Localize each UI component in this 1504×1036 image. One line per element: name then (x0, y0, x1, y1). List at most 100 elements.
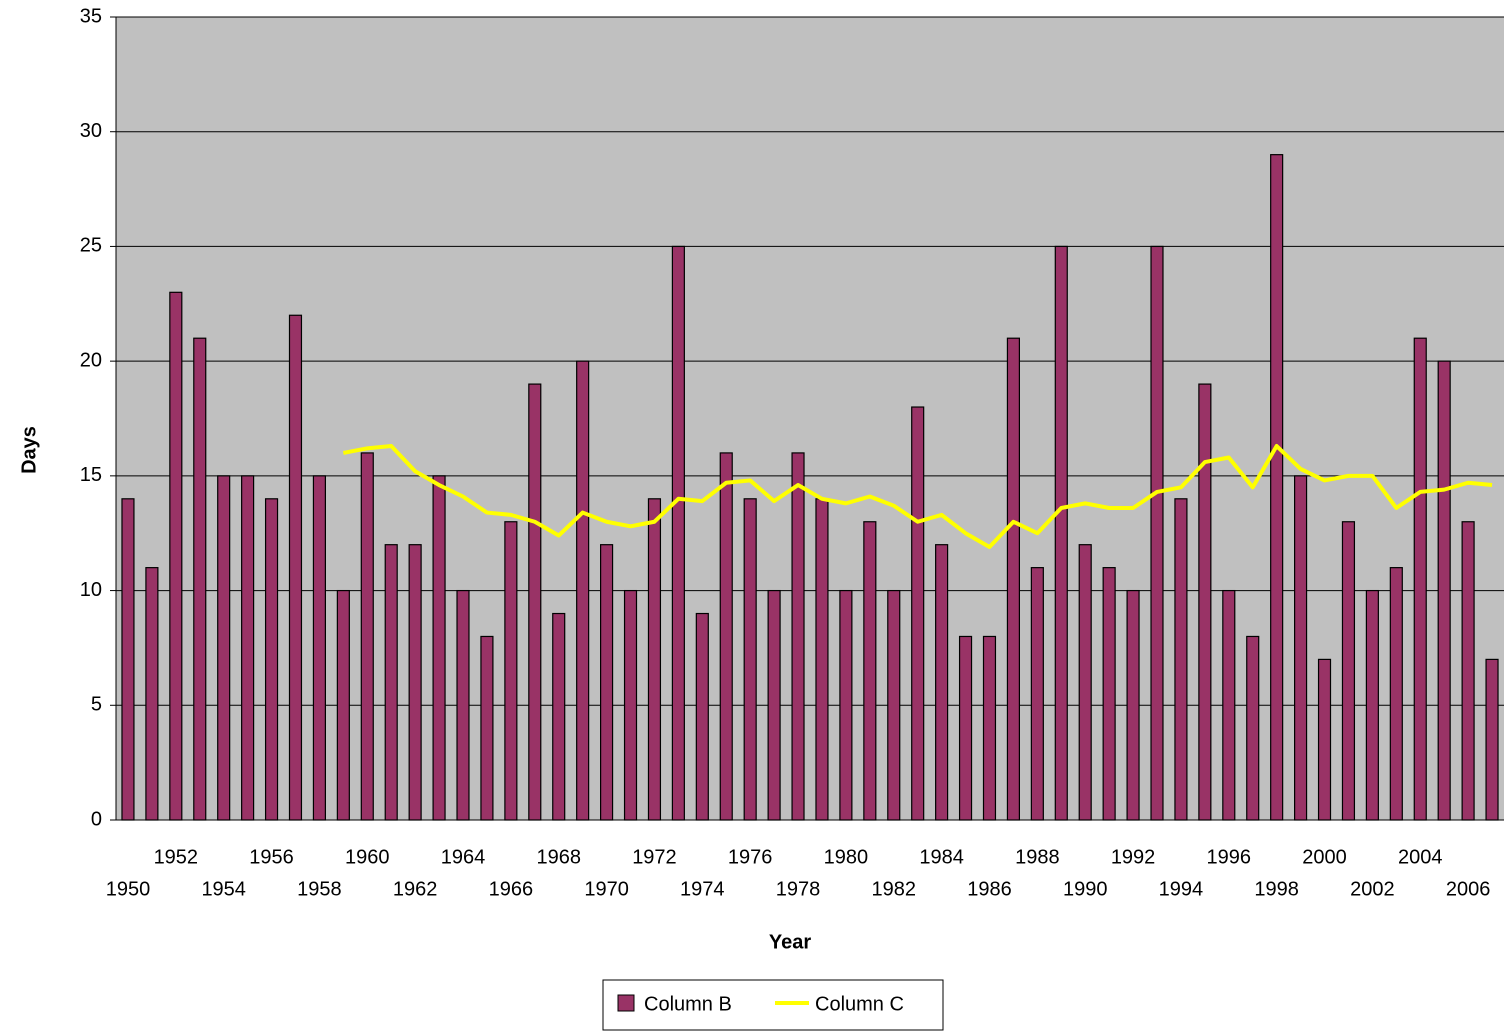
bar (863, 521, 877, 821)
y-tick-label: 0 (91, 808, 102, 830)
bar (1054, 245, 1068, 821)
bar (1413, 337, 1427, 821)
bar (1078, 544, 1092, 821)
x-tick-label: 2006 (1446, 878, 1491, 900)
legend-swatch (617, 994, 635, 1012)
x-tick-label: 1976 (728, 846, 773, 868)
bar (1389, 567, 1403, 821)
bar (600, 544, 614, 821)
legend-label: Column C (815, 993, 904, 1015)
bar (647, 498, 662, 821)
x-tick-label: 2000 (1302, 846, 1347, 868)
x-axis-label: Year (769, 931, 811, 953)
bar (1150, 245, 1164, 821)
bar (504, 521, 518, 821)
bar (1126, 589, 1140, 821)
x-tick-label: 1984 (919, 846, 964, 868)
x-tick-label: 1996 (1207, 846, 1252, 868)
x-tick-label: 1988 (1015, 846, 1060, 868)
bar (623, 589, 638, 821)
bar (1246, 635, 1260, 821)
y-tick-label: 15 (80, 464, 102, 486)
bar (312, 475, 326, 821)
bar (887, 589, 901, 821)
x-tick-label: 2002 (1350, 878, 1395, 900)
bar (1270, 154, 1284, 821)
bar (528, 383, 542, 821)
x-tick-label: 1962 (393, 878, 438, 900)
x-tick-label: 1974 (680, 878, 725, 900)
y-tick-label: 10 (80, 579, 102, 601)
line (342, 444, 1493, 549)
x-tick-label: 1998 (1254, 878, 1299, 900)
bar (1198, 383, 1212, 821)
bar (384, 544, 398, 821)
x-tick-label: 1990 (1063, 878, 1108, 900)
legend-label: Column B (644, 993, 732, 1015)
bar (743, 498, 757, 821)
bar (1174, 498, 1188, 821)
x-tick-label: 1970 (584, 878, 629, 900)
bar (1222, 589, 1236, 821)
x-tick-label: 1952 (154, 846, 199, 868)
bar (719, 452, 733, 821)
y-tick-label: 5 (91, 694, 102, 716)
bar (193, 337, 207, 821)
x-tick-label: 1958 (297, 878, 342, 900)
x-tick-label: 1950 (106, 878, 151, 900)
bar (408, 544, 422, 821)
x-tick-label: 1980 (824, 846, 869, 868)
bar (911, 406, 925, 821)
bar (1317, 658, 1332, 821)
bar (935, 544, 949, 821)
bar (169, 291, 183, 821)
bar (1365, 589, 1379, 821)
bar (1030, 567, 1044, 821)
bar (791, 452, 805, 821)
x-tick-label: 1956 (249, 846, 294, 868)
x-tick-label: 1954 (201, 878, 246, 900)
bar (1437, 360, 1451, 821)
bar (288, 314, 303, 821)
x-tick-label: 1982 (872, 878, 917, 900)
bar (552, 612, 566, 821)
bar (1461, 521, 1475, 821)
bar (815, 498, 829, 821)
bar (336, 589, 350, 821)
bar (264, 498, 279, 821)
bar (1006, 337, 1020, 821)
y-tick-label: 35 (80, 5, 102, 27)
x-tick-label: 1966 (489, 878, 534, 900)
bar (121, 498, 135, 821)
y-tick-label: 30 (80, 120, 102, 142)
bar (671, 245, 685, 821)
x-tick-label: 1968 (536, 846, 581, 868)
bar (958, 635, 973, 821)
bar (456, 589, 470, 821)
bar (695, 612, 709, 821)
legend (602, 979, 944, 1031)
bar (839, 589, 853, 821)
bar (480, 635, 494, 821)
x-tick-label: 1960 (345, 846, 390, 868)
x-tick-label: 1994 (1159, 878, 1204, 900)
y-axis-label: Days (18, 426, 40, 474)
bar (1341, 521, 1356, 821)
x-tick-label: 1986 (967, 878, 1012, 900)
bar (767, 589, 781, 821)
bar (576, 360, 590, 821)
bar (1485, 658, 1499, 821)
bar (432, 475, 446, 821)
x-tick-label: 1964 (441, 846, 486, 868)
bar (1102, 567, 1116, 821)
bar (982, 635, 997, 821)
x-tick-label: 2004 (1398, 846, 1443, 868)
bar (1294, 475, 1308, 821)
x-tick-label: 1992 (1111, 846, 1156, 868)
x-tick-label: 1978 (776, 878, 821, 900)
bar (360, 452, 374, 821)
bar (217, 475, 231, 821)
bar (241, 475, 255, 821)
